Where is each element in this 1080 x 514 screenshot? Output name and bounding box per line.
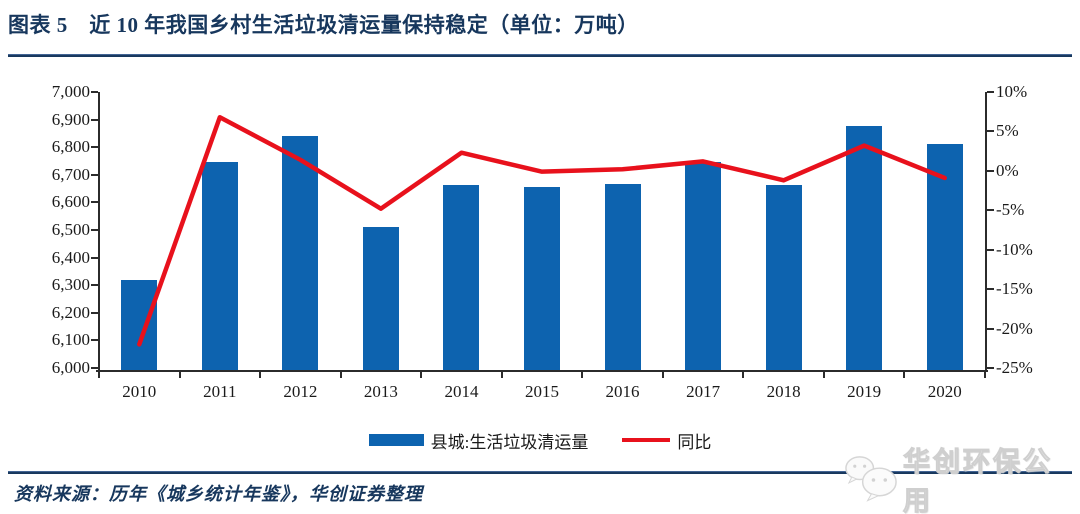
bar-2020 [926, 143, 963, 370]
x-axis-tick [581, 372, 584, 378]
figure-title: 图表 5 近 10 年我国乡村生活垃圾清运量保持稳定（单位：万吨） [8, 13, 639, 37]
x-axis-tick-label: 2018 [766, 382, 801, 401]
x-axis-tick-label: 2015 [524, 382, 559, 401]
x-axis-tick [178, 372, 181, 378]
left-axis-tick [91, 311, 98, 314]
right-axis-tick-label: -10% [996, 239, 1033, 259]
bottom-axis-line [96, 370, 988, 372]
x-axis-tick [98, 372, 100, 378]
x-axis-tick-label: 2011 [203, 382, 237, 401]
left-axis-tick-label: 6,600 [51, 192, 90, 212]
bar-2013 [362, 227, 399, 370]
bar-series-swatch [368, 434, 424, 446]
left-axis-tick [91, 118, 98, 121]
x-axis-tick-label: 2016 [605, 382, 640, 401]
right-axis-tick-label: -5% [996, 200, 1025, 220]
right-axis-tick-label: 0% [996, 160, 1019, 180]
x-axis-tick-label: 2013 [363, 382, 398, 401]
x-axis-tick-label: 2019 [847, 382, 882, 401]
x-axis-tick [903, 372, 906, 378]
x-axis-tick [822, 372, 825, 378]
left-axis-tick [91, 91, 98, 93]
x-axis-tick [500, 372, 503, 378]
left-axis-tick-label: 7,000 [51, 82, 90, 101]
wechat-icon [845, 456, 897, 502]
left-axis-tick [91, 367, 98, 369]
left-axis-tick-label: 6,000 [51, 358, 90, 377]
legend-line-label: 同比 [677, 432, 712, 452]
left-axis-tick [91, 173, 98, 176]
left-axis-tick-label: 6,400 [51, 247, 90, 267]
bar-2019 [846, 126, 883, 370]
bar-2018 [765, 184, 802, 370]
x-axis-tick-label: 2014 [444, 382, 479, 401]
right-axis-tick [987, 248, 994, 251]
legend-item-line: 同比 [622, 428, 711, 453]
legend: 县城:生活垃圾清运量 同比 [0, 428, 1080, 452]
left-axis-line [98, 92, 100, 372]
left-axis-tick [91, 229, 98, 231]
x-axis-tick-label: 2020 [927, 382, 962, 401]
line-series-swatch [622, 438, 671, 442]
bar-2014 [443, 185, 480, 370]
right-axis-tick [987, 288, 994, 291]
left-axis-tick [91, 284, 98, 287]
right-axis-tick [987, 327, 994, 330]
left-axis-tick-label: 6,200 [51, 302, 90, 322]
right-axis-line [985, 92, 987, 372]
left-axis-tick-label: 6,500 [51, 220, 90, 239]
x-axis-tick-label: 2012 [283, 382, 318, 401]
left-axis-tick [91, 256, 98, 259]
left-axis-tick-label: 6,800 [51, 137, 90, 157]
bar-2012 [282, 136, 319, 370]
bar-2011 [201, 162, 238, 370]
bar-2016 [604, 183, 641, 370]
title-divider-line [8, 54, 1072, 57]
right-axis-tick-label: -25% [996, 358, 1033, 377]
right-axis-tick [987, 209, 994, 212]
left-axis-tick-label: 6,900 [51, 109, 90, 129]
right-axis-tick [987, 130, 994, 133]
right-axis-tick-label: -15% [996, 279, 1033, 299]
right-axis-tick-label: 5% [996, 121, 1019, 141]
footer-divider-line [8, 471, 1072, 474]
x-axis-tick [420, 372, 423, 378]
x-axis-tick [984, 372, 986, 378]
left-axis-tick [91, 201, 98, 204]
x-axis-tick [661, 372, 664, 378]
left-axis-tick [91, 146, 98, 149]
legend-bar-label: 县城:生活垃圾清运量 [430, 432, 589, 452]
bar-2017 [685, 161, 722, 370]
right-axis-tick-label: 10% [996, 82, 1028, 101]
source-note: 资料来源：历年《城乡统计年鉴》，华创证券整理 [14, 484, 423, 504]
left-axis-tick-label: 6,100 [51, 330, 90, 350]
left-axis-tick-label: 6,700 [51, 164, 90, 184]
right-axis-tick [987, 367, 994, 369]
x-axis-tick [742, 372, 745, 378]
watermark: 华创环保公用 [842, 440, 1080, 514]
x-axis-tick-label: 2017 [686, 382, 721, 401]
x-axis-tick-label: 2010 [122, 382, 157, 401]
bar-2010 [121, 280, 158, 370]
bar-2015 [524, 186, 560, 370]
left-axis-tick [91, 339, 98, 342]
x-axis-tick [339, 372, 342, 378]
left-axis-tick-label: 6,300 [51, 275, 90, 295]
legend-item-bar: 县城:生活垃圾清运量 [368, 428, 589, 453]
right-axis-tick [987, 169, 994, 172]
watermark-text: 华创环保公用 [902, 447, 1053, 514]
right-axis-tick [987, 91, 994, 93]
right-axis-tick-label: -20% [996, 318, 1033, 338]
x-axis-tick [259, 372, 262, 378]
